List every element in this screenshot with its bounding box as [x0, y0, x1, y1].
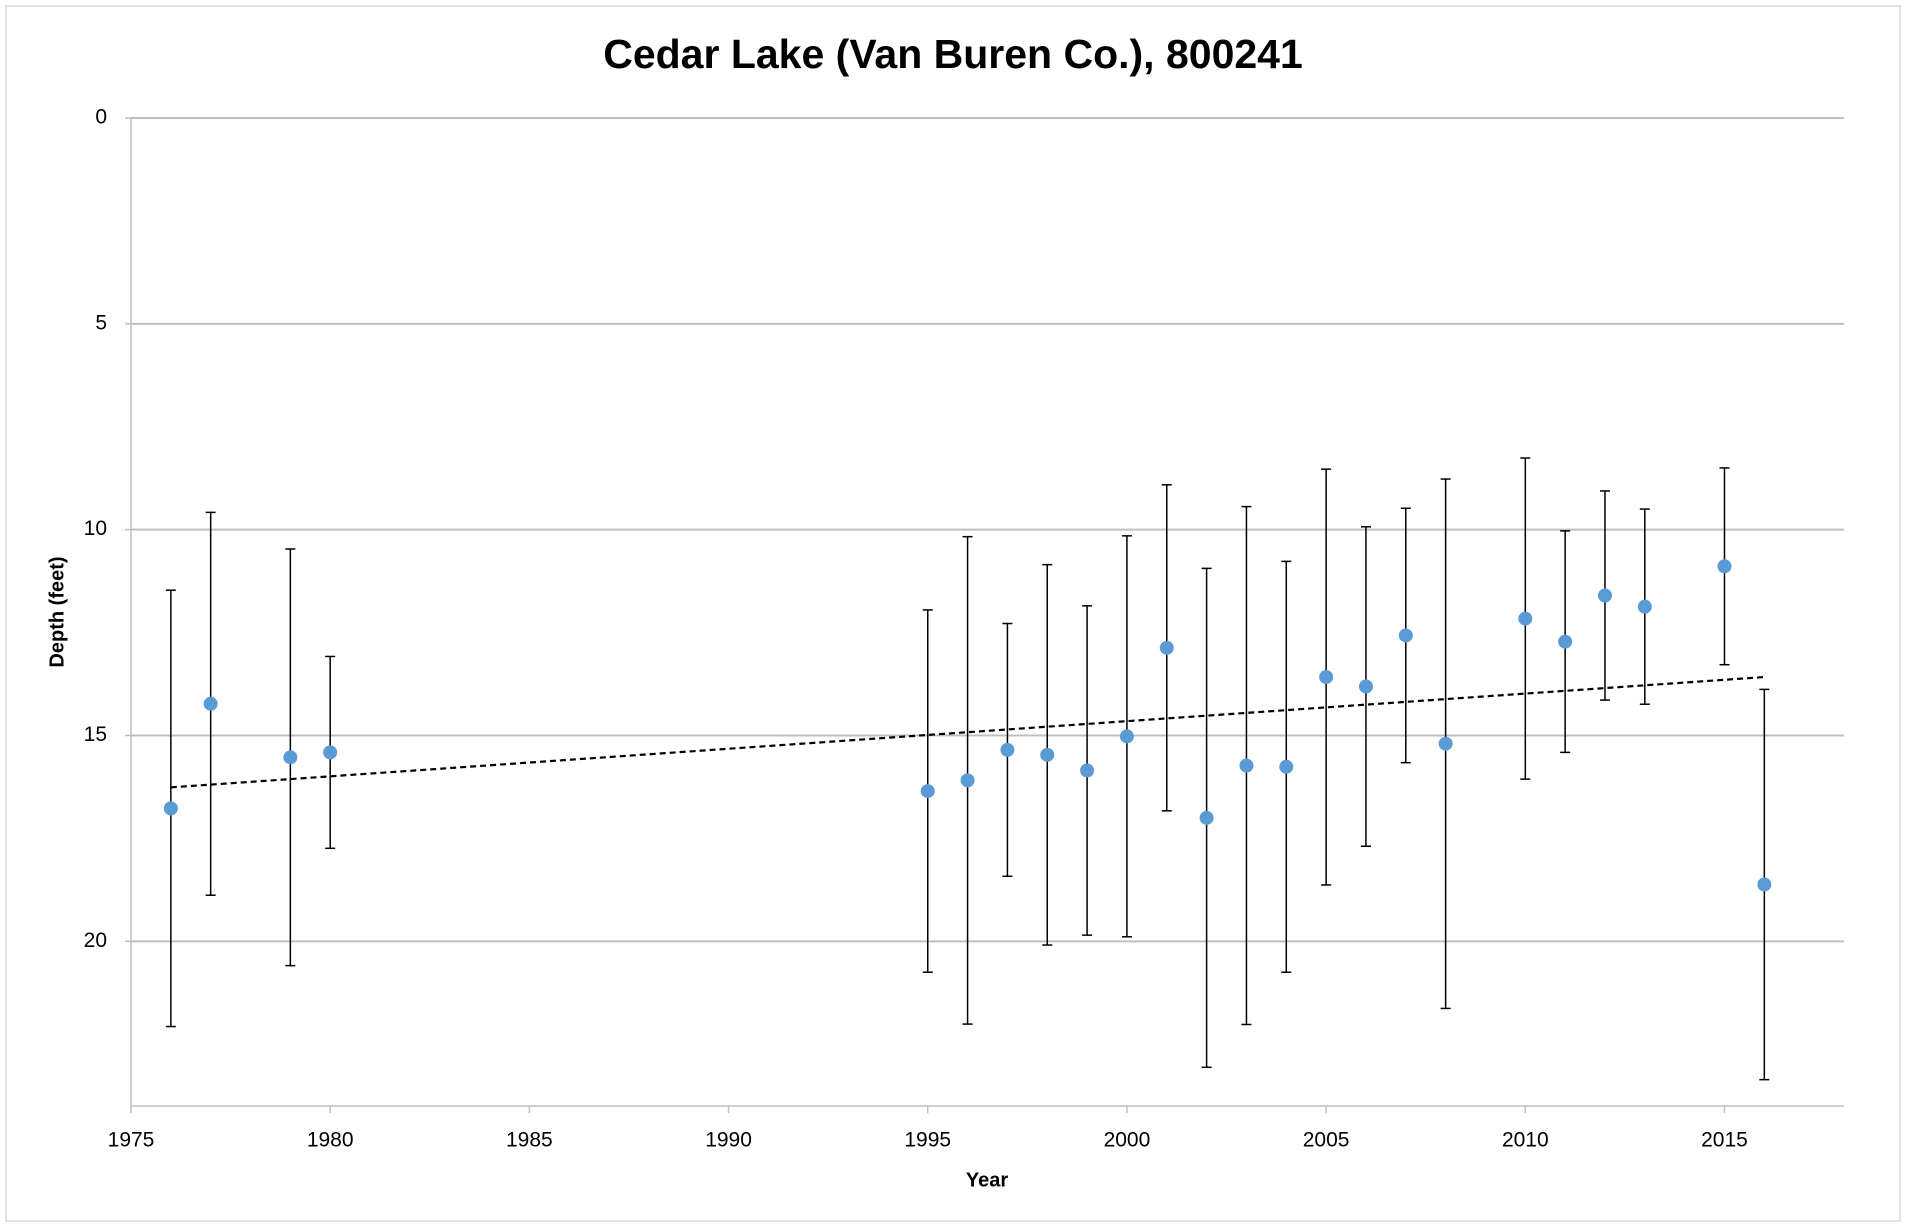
x-tick-label: 1985	[506, 1129, 553, 1152]
data-point	[1159, 640, 1174, 655]
data-point	[1358, 679, 1373, 694]
data-point	[920, 784, 935, 799]
y-tick-label: 20	[84, 929, 107, 952]
data-point	[1438, 736, 1453, 751]
data-point	[1319, 670, 1334, 685]
data-point	[1757, 877, 1772, 892]
data-point	[323, 745, 338, 760]
y-tick-label: 10	[84, 517, 107, 540]
data-point	[1080, 763, 1095, 778]
data-point	[1558, 634, 1573, 649]
x-tick-label: 2010	[1502, 1129, 1549, 1152]
x-axis-label: Year	[966, 1169, 1008, 1191]
chart-frame	[5, 5, 1901, 1222]
x-tick-label: 1975	[108, 1129, 155, 1152]
data-point	[283, 750, 298, 765]
y-tick-label: 0	[95, 106, 107, 129]
data-point	[1717, 559, 1732, 574]
x-tick-label: 1980	[307, 1129, 354, 1152]
data-point	[1199, 810, 1214, 825]
data-point	[960, 773, 975, 788]
data-point	[163, 801, 178, 816]
y-tick-label: 15	[84, 723, 107, 746]
x-tick-label: 2015	[1701, 1129, 1748, 1152]
x-tick-label: 1990	[705, 1129, 752, 1152]
x-tick-label: 2000	[1104, 1129, 1151, 1152]
data-point	[1239, 758, 1254, 773]
x-tick-label: 2005	[1303, 1129, 1350, 1152]
data-point	[1279, 759, 1294, 774]
y-tick-label: 5	[95, 311, 107, 334]
x-tick-label: 1995	[904, 1129, 951, 1152]
y-axis-label: Depth (feet)	[46, 556, 68, 667]
data-point	[1119, 729, 1134, 744]
trendline	[170, 675, 1765, 789]
data-point	[1637, 599, 1652, 614]
data-point	[203, 696, 218, 711]
data-point	[1518, 611, 1533, 626]
chart-title: Cedar Lake (Van Buren Co.), 800241	[603, 31, 1303, 77]
data-point	[1000, 742, 1015, 757]
data-point	[1597, 588, 1612, 603]
data-point	[1040, 747, 1055, 762]
data-point	[1398, 628, 1413, 643]
